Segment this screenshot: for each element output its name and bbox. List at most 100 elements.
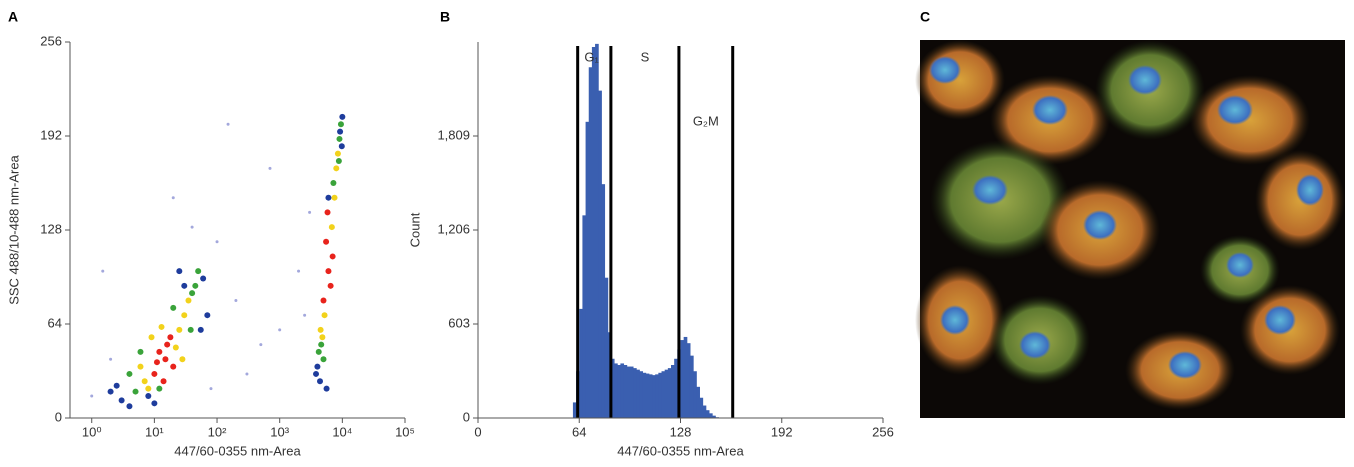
point xyxy=(126,370,133,377)
x-tick-label: 10² xyxy=(208,424,227,439)
point xyxy=(215,240,219,244)
point xyxy=(308,210,312,214)
point xyxy=(278,328,282,332)
x-tick-label: 10¹ xyxy=(145,424,164,439)
bar xyxy=(585,121,590,418)
bar xyxy=(705,410,710,418)
bar xyxy=(601,184,606,418)
bar xyxy=(708,413,713,418)
point xyxy=(181,312,188,319)
point xyxy=(195,268,202,275)
point xyxy=(323,385,330,392)
y-tick-label: 64 xyxy=(48,315,62,330)
bar xyxy=(658,372,663,418)
point xyxy=(176,326,183,333)
bar xyxy=(639,371,644,418)
y-tick-label: 256 xyxy=(40,33,62,48)
x-tick-label: 0 xyxy=(474,424,481,439)
point xyxy=(331,194,338,201)
point xyxy=(162,356,169,363)
bar xyxy=(680,340,685,418)
point xyxy=(197,326,204,333)
point xyxy=(126,403,133,410)
point xyxy=(156,348,163,355)
point xyxy=(320,356,327,363)
point xyxy=(145,392,152,399)
point xyxy=(90,394,94,398)
bar xyxy=(699,397,704,418)
point xyxy=(190,225,194,229)
point xyxy=(209,387,213,391)
bar xyxy=(683,336,688,418)
bar xyxy=(620,363,625,418)
point xyxy=(259,343,263,347)
point xyxy=(317,378,324,385)
point xyxy=(187,326,194,333)
point xyxy=(176,268,183,275)
x-tick-label: 10⁴ xyxy=(332,424,352,439)
bar xyxy=(572,402,577,418)
bar xyxy=(604,277,609,418)
bar xyxy=(671,364,675,418)
bar xyxy=(614,363,618,418)
y-tick-label: 0 xyxy=(55,409,62,424)
x-tick-label: 10⁵ xyxy=(395,424,415,439)
bar xyxy=(636,369,640,418)
point xyxy=(313,370,320,377)
point xyxy=(333,165,340,172)
point xyxy=(137,363,144,370)
y-axis-label: Count xyxy=(407,212,422,247)
x-tick-label: 64 xyxy=(572,424,586,439)
point xyxy=(181,282,188,289)
x-tick-label: 256 xyxy=(872,424,894,439)
point xyxy=(318,341,325,348)
bar xyxy=(664,369,669,418)
point xyxy=(268,166,272,170)
bar xyxy=(591,46,596,418)
point xyxy=(156,385,163,392)
point xyxy=(319,334,326,341)
bar xyxy=(645,373,650,418)
point xyxy=(234,299,238,302)
bar xyxy=(642,372,647,418)
point xyxy=(226,122,230,126)
y-tick-label: 1,809 xyxy=(437,127,470,142)
y-tick-label: 603 xyxy=(448,315,470,330)
bar xyxy=(655,374,659,418)
point xyxy=(153,359,160,366)
bar xyxy=(595,43,599,419)
x-axis-label: 447/60-0355 nm-Area xyxy=(174,443,301,458)
point xyxy=(137,348,144,355)
point xyxy=(334,150,341,157)
point xyxy=(109,357,113,361)
bar xyxy=(674,358,678,418)
bar xyxy=(696,386,700,418)
point xyxy=(330,180,337,186)
point xyxy=(314,363,321,370)
bar xyxy=(702,405,707,418)
bar xyxy=(579,308,583,418)
x-tick-label: 10⁰ xyxy=(82,424,102,439)
point xyxy=(321,312,328,319)
point xyxy=(335,157,342,164)
bar xyxy=(610,358,615,418)
point xyxy=(200,275,207,282)
bar xyxy=(588,67,593,419)
annotation: G₁ xyxy=(584,49,599,64)
point xyxy=(151,400,158,407)
bar xyxy=(667,368,672,418)
x-tick-label: 128 xyxy=(670,424,692,439)
point xyxy=(329,253,336,260)
point xyxy=(338,143,345,150)
point xyxy=(315,348,322,355)
y-tick-label: 192 xyxy=(40,127,62,142)
bar xyxy=(626,366,631,418)
x-axis-label: 447/60-0355 nm-Area xyxy=(617,443,744,458)
point xyxy=(170,304,177,311)
y-axis-label: SSC 488/10-488 nm-Area xyxy=(6,154,21,304)
panel-label: B xyxy=(440,9,450,25)
point xyxy=(167,334,174,341)
point xyxy=(151,370,158,377)
point xyxy=(158,323,165,330)
